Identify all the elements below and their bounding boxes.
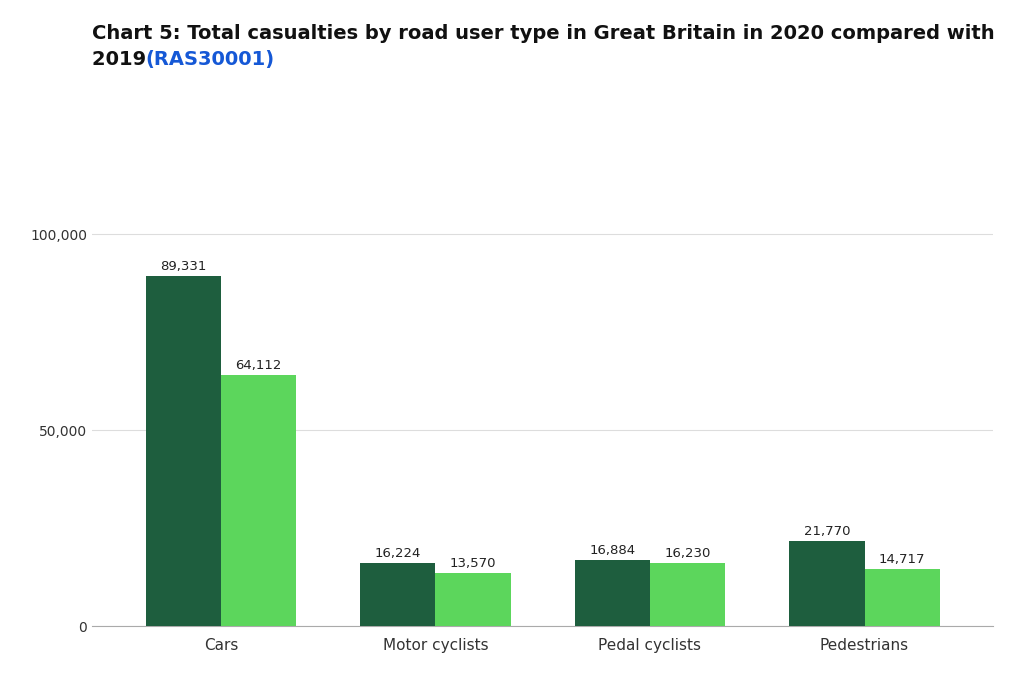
- Bar: [650, 563, 725, 626]
- Text: 2019: 2019: [92, 50, 153, 69]
- Bar: [790, 541, 864, 626]
- Text: 64,112: 64,112: [236, 358, 282, 372]
- Text: 21,770: 21,770: [804, 525, 850, 538]
- Text: 13,570: 13,570: [450, 557, 497, 570]
- Bar: [435, 574, 511, 626]
- Text: 16,224: 16,224: [375, 546, 421, 560]
- Bar: [221, 375, 296, 626]
- Text: 89,331: 89,331: [160, 260, 207, 273]
- Text: Chart 5: Total casualties by road user type in Great Britain in 2020 compared wi: Chart 5: Total casualties by road user t…: [92, 24, 994, 43]
- Text: 16,230: 16,230: [665, 546, 711, 560]
- Bar: [574, 560, 650, 626]
- Bar: [145, 276, 221, 626]
- Text: 14,717: 14,717: [879, 553, 926, 566]
- Bar: [360, 563, 435, 626]
- Bar: [864, 569, 940, 626]
- Text: 16,884: 16,884: [590, 544, 636, 557]
- Text: (RAS30001): (RAS30001): [145, 50, 274, 69]
